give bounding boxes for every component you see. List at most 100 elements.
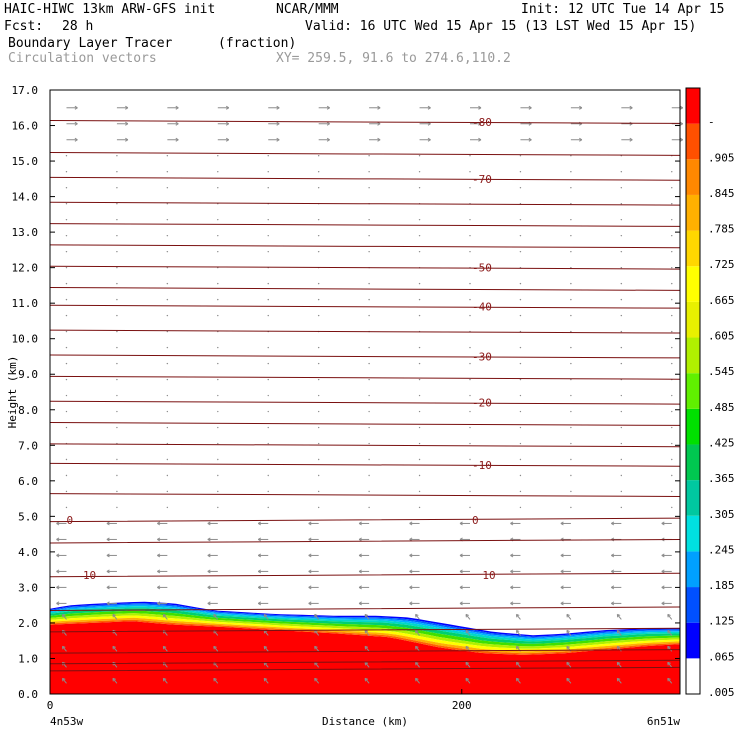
contour-line-7 bbox=[49, 287, 681, 291]
colorbar-label-12: .725 bbox=[708, 258, 735, 271]
vector-375 bbox=[620, 234, 623, 237]
vector-60 bbox=[465, 613, 471, 620]
vector-63 bbox=[616, 613, 622, 620]
vector-180 bbox=[620, 474, 623, 477]
colorbar-swatch-2 bbox=[686, 587, 700, 623]
vector-140 bbox=[560, 521, 571, 526]
vector-211 bbox=[217, 426, 219, 429]
vector-122 bbox=[308, 537, 319, 542]
vector-311 bbox=[671, 314, 673, 317]
vector-116 bbox=[661, 553, 672, 558]
vector-430 bbox=[116, 155, 118, 157]
vector-7 bbox=[415, 677, 420, 684]
vectors-label: Circulation vectors bbox=[8, 51, 157, 66]
colorbar-label-1: .065 bbox=[708, 650, 735, 663]
colorbar-label-2: .125 bbox=[708, 615, 735, 628]
vector-372 bbox=[469, 234, 471, 237]
vector-30 bbox=[263, 645, 269, 652]
vector-442 bbox=[66, 137, 78, 142]
vector-328 bbox=[217, 282, 219, 285]
vector-410 bbox=[418, 187, 421, 189]
vector-336 bbox=[620, 282, 623, 285]
vector-208 bbox=[65, 426, 68, 429]
colorbar-label-0: .005 bbox=[708, 686, 735, 699]
y-axis-label: Height (km) bbox=[6, 356, 19, 429]
vector-275 bbox=[166, 346, 169, 349]
contour-line-6 bbox=[49, 265, 681, 270]
vector-327 bbox=[166, 282, 169, 285]
vector-74 bbox=[510, 601, 521, 606]
vector-28 bbox=[162, 645, 168, 652]
vector-431 bbox=[166, 155, 169, 157]
vector-120 bbox=[207, 537, 218, 542]
vector-157 bbox=[116, 490, 118, 493]
contour-line-4 bbox=[49, 223, 681, 227]
vector-170 bbox=[116, 474, 118, 477]
x-tick-label-1: 200 bbox=[452, 699, 472, 712]
contour-label-6: -10 bbox=[472, 459, 492, 472]
vector-338 bbox=[65, 266, 68, 269]
y-tick-label-8: 8.0 bbox=[18, 404, 38, 417]
vector-325 bbox=[65, 282, 68, 285]
vector-323 bbox=[620, 298, 623, 301]
vector-283 bbox=[570, 346, 572, 349]
vector-276 bbox=[217, 346, 219, 349]
vector-144 bbox=[116, 506, 118, 509]
vector-214 bbox=[368, 426, 370, 429]
vector-109 bbox=[308, 553, 319, 558]
contour-line-13 bbox=[49, 422, 681, 426]
vector-164 bbox=[469, 490, 471, 493]
vector-64 bbox=[667, 613, 673, 620]
vector-58 bbox=[364, 613, 370, 620]
vector-455 bbox=[66, 121, 78, 126]
vector-38 bbox=[667, 645, 673, 652]
y-tick-label-4: 4.0 bbox=[18, 546, 38, 559]
vector-234 bbox=[65, 394, 68, 397]
vector-303 bbox=[267, 314, 269, 317]
vector-330 bbox=[317, 282, 320, 285]
contour-line-21 bbox=[49, 627, 681, 633]
vector-31 bbox=[314, 645, 320, 652]
colorbar-label-11: .665 bbox=[708, 294, 735, 307]
vector-324 bbox=[671, 298, 673, 301]
contour-line-2 bbox=[49, 176, 681, 181]
vector-226 bbox=[317, 410, 320, 413]
x-end-label-right: 6n51w bbox=[647, 715, 680, 728]
vector-91 bbox=[56, 569, 67, 574]
vector-99 bbox=[459, 569, 470, 574]
vector-172 bbox=[217, 474, 219, 477]
vector-318 bbox=[368, 298, 370, 301]
vector-56 bbox=[263, 613, 269, 620]
vector-364 bbox=[65, 234, 68, 237]
vector-145 bbox=[166, 506, 169, 509]
vector-210 bbox=[166, 426, 169, 429]
vector-329 bbox=[267, 282, 269, 285]
vector-29 bbox=[213, 645, 219, 652]
vector-57 bbox=[314, 613, 320, 620]
vector-365 bbox=[116, 234, 118, 237]
vector-103 bbox=[661, 569, 672, 574]
vector-424 bbox=[469, 171, 471, 173]
vector-1 bbox=[112, 677, 118, 684]
vector-65 bbox=[56, 601, 67, 606]
vector-22 bbox=[515, 661, 521, 668]
vector-438 bbox=[519, 155, 522, 157]
vector-237 bbox=[217, 394, 219, 397]
vector-6 bbox=[364, 677, 370, 684]
vector-177 bbox=[469, 474, 471, 477]
vector-266 bbox=[368, 362, 370, 365]
vector-231 bbox=[570, 410, 572, 413]
vector-298 bbox=[671, 330, 673, 333]
vector-236 bbox=[166, 394, 169, 397]
tracer-band-core bbox=[50, 621, 680, 694]
vector-142 bbox=[661, 521, 672, 526]
vector-469 bbox=[116, 105, 129, 110]
vector-147 bbox=[267, 506, 269, 509]
y-axis: 0.0 1.0 2.0 3.0 4.0 5.0 6.0 7.0 8.0 9.0 10.0 11.0 12… bbox=[12, 84, 680, 701]
contour-line-0 bbox=[49, 120, 681, 124]
colorbar-label-3: .185 bbox=[708, 579, 735, 592]
vector-308 bbox=[519, 314, 522, 317]
vector-151 bbox=[469, 506, 471, 509]
vector-230 bbox=[519, 410, 522, 413]
